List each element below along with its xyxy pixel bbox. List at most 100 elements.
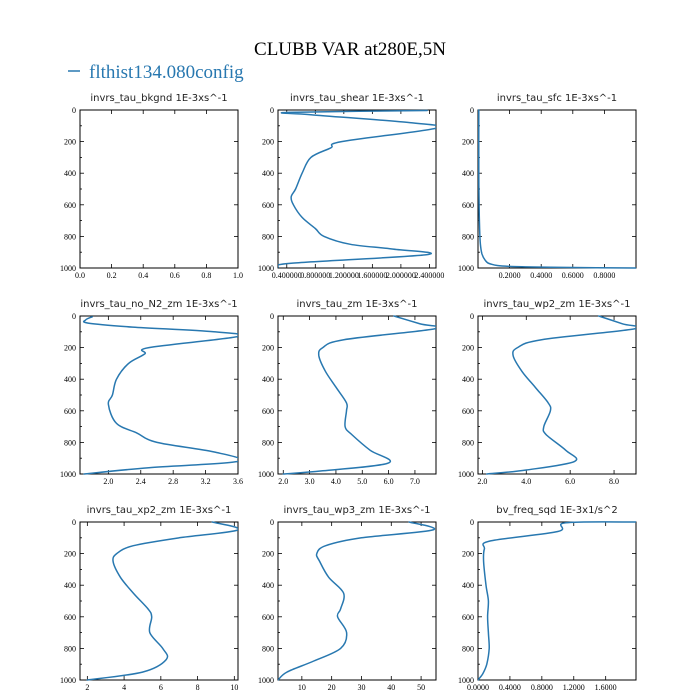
x-tick-label: 1.600000 <box>357 271 387 280</box>
x-tick-label: 0.6000 <box>562 271 584 280</box>
y-tick-label: 200 <box>462 344 474 353</box>
x-tick-label: 2.4 <box>136 477 146 486</box>
y-tick-label: 400 <box>462 169 474 178</box>
series-line <box>278 109 436 268</box>
y-tick-label: 200 <box>64 344 76 353</box>
y-tick-label: 600 <box>462 613 474 622</box>
legend-label: flthist134.080config <box>89 62 244 83</box>
series-line <box>86 521 238 681</box>
x-tick-label: 2.8 <box>168 477 178 486</box>
panel-title: bv_freq_sqd 1E-3x1/s^2 <box>496 505 618 516</box>
y-tick-label: 1000 <box>458 264 474 273</box>
panel-9: bv_freq_sqd 1E-3x1/s^2020040060080010000… <box>458 505 637 692</box>
x-tick-label: 4.0 <box>331 477 341 486</box>
panel-4: invrs_tau_no_N2_zm 1E-3xs^-1 0 200 400 600 80… <box>60 299 243 486</box>
y-tick-label: 600 <box>462 407 474 416</box>
x-tick-label: 2 <box>85 683 89 692</box>
y-tick-label: 600 <box>262 613 274 622</box>
y-tick-label: 1000 <box>60 676 76 685</box>
legend: flthist134.080config <box>68 62 244 83</box>
x-tick-label: 40 <box>387 683 395 692</box>
x-tick-label: 4 <box>122 683 126 692</box>
panel-title: invrs_tau_zm 1E-3xs^-1 <box>296 299 417 310</box>
x-tick-label: 10 <box>298 683 306 692</box>
y-tick-label: 0 <box>470 518 474 527</box>
x-tick-label: 3.0 <box>305 477 315 486</box>
y-tick-label: 200 <box>262 550 274 559</box>
x-tick-label: 3.6 <box>233 477 243 486</box>
y-tick-label: 400 <box>462 581 474 590</box>
y-tick-label: 200 <box>262 344 274 353</box>
x-tick-label: 0.0 <box>75 271 85 280</box>
panel-3: invrs_tau_sfc 1E-3xs^-1 0 200 400 600 800 1000… <box>458 93 637 280</box>
panel-title: invrs_tau_no_N2_zm 1E-3xs^-1 <box>80 299 237 310</box>
x-tick-label: 0.8000 <box>531 683 553 692</box>
y-tick-label: 0 <box>72 106 76 115</box>
x-tick-label: 20 <box>328 683 336 692</box>
y-tick-label: 200 <box>64 550 76 559</box>
series-line <box>282 315 436 475</box>
y-tick-label: 1000 <box>60 264 76 273</box>
y-tick-label: 600 <box>64 201 76 210</box>
panel-1: invrs_tau_bkgnd 1E-3xs^-1 0 200 400 600 800 10… <box>60 93 243 280</box>
x-tick-label: 30 <box>357 683 365 692</box>
panel-7: invrs_tau_xp2_zm 1E-3xs^-1 0 200 400 600 800 1… <box>60 505 239 692</box>
x-tick-label: 1.0 <box>233 271 243 280</box>
y-tick-label: 0 <box>72 312 76 321</box>
series-line <box>486 315 636 475</box>
x-tick-label: 2.0 <box>103 477 113 486</box>
x-tick-label: 0.4 <box>138 271 148 280</box>
x-tick-label: 50 <box>417 683 425 692</box>
y-tick-label: 0 <box>270 312 274 321</box>
y-tick-label: 800 <box>262 232 274 241</box>
x-tick-label: 0.2000 <box>499 271 521 280</box>
y-tick-label: 800 <box>64 438 76 447</box>
x-tick-label: 4.0 <box>521 477 531 486</box>
y-tick-label: 1000 <box>60 470 76 479</box>
plot-frame <box>277 109 437 269</box>
x-tick-label: 6 <box>159 683 163 692</box>
y-tick-label: 600 <box>64 407 76 416</box>
y-tick-label: 800 <box>462 644 474 653</box>
x-tick-label: 1.6000 <box>595 683 617 692</box>
y-tick-label: 200 <box>462 550 474 559</box>
y-tick-label: 800 <box>462 438 474 447</box>
x-tick-label: 0.0000 <box>467 683 489 692</box>
panel-title: invrs_tau_wp3_zm 1E-3xs^-1 <box>284 505 431 516</box>
y-tick-label: 400 <box>64 375 76 384</box>
x-tick-label: 2.400000 <box>414 271 444 280</box>
y-tick-label: 1000 <box>258 676 274 685</box>
panel-2: invrs_tau_shear 1E-3xs^-1 0 200 400 600 800 10… <box>258 93 444 280</box>
y-tick-label: 600 <box>462 201 474 210</box>
y-tick-label: 1000 <box>258 264 274 273</box>
panel-6: invrs_tau_wp2_zm 1E-3xs^-1 0 200 400 600 800 1… <box>458 299 637 486</box>
x-tick-label: 0.6 <box>170 271 180 280</box>
y-tick-label: 800 <box>262 644 274 653</box>
y-tick-label: 600 <box>64 613 76 622</box>
y-tick-label: 600 <box>262 201 274 210</box>
panel-title: invrs_tau_shear 1E-3xs^-1 <box>290 93 424 104</box>
y-tick-label: 600 <box>262 407 274 416</box>
x-tick-label: 7.0 <box>410 477 420 486</box>
panel-title: invrs_tau_xp2_zm 1E-3xs^-1 <box>87 505 232 516</box>
x-tick-label: 2.0 <box>477 477 487 486</box>
x-tick-label: 0.400000 <box>272 271 302 280</box>
series-line <box>478 521 636 681</box>
plot-frame <box>477 521 637 681</box>
panel-grid: invrs_tau_bkgnd 1E-3xs^-1020040060080010… <box>60 93 637 692</box>
plot-frame <box>477 109 637 269</box>
panel-title: invrs_tau_wp2_zm 1E-3xs^-1 <box>484 299 631 310</box>
x-tick-label: 2.000000 <box>386 271 416 280</box>
x-tick-label: 6.0 <box>565 477 575 486</box>
x-tick-label: 6.0 <box>384 477 394 486</box>
x-tick-label: 0.4000 <box>499 683 521 692</box>
y-tick-label: 200 <box>462 138 474 147</box>
y-tick-label: 0 <box>270 106 274 115</box>
y-tick-label: 800 <box>462 232 474 241</box>
panel-8: invrs_tau_wp3_zm 1E-3xs^-1 0 200 400 600 800 1… <box>258 505 437 692</box>
x-tick-label: 0.4000 <box>530 271 552 280</box>
x-tick-label: 3.2 <box>201 477 211 486</box>
plot-frame <box>79 521 239 681</box>
figure-title: CLUBB VAR at280E,5N <box>254 39 446 60</box>
plot-frame <box>277 315 437 475</box>
